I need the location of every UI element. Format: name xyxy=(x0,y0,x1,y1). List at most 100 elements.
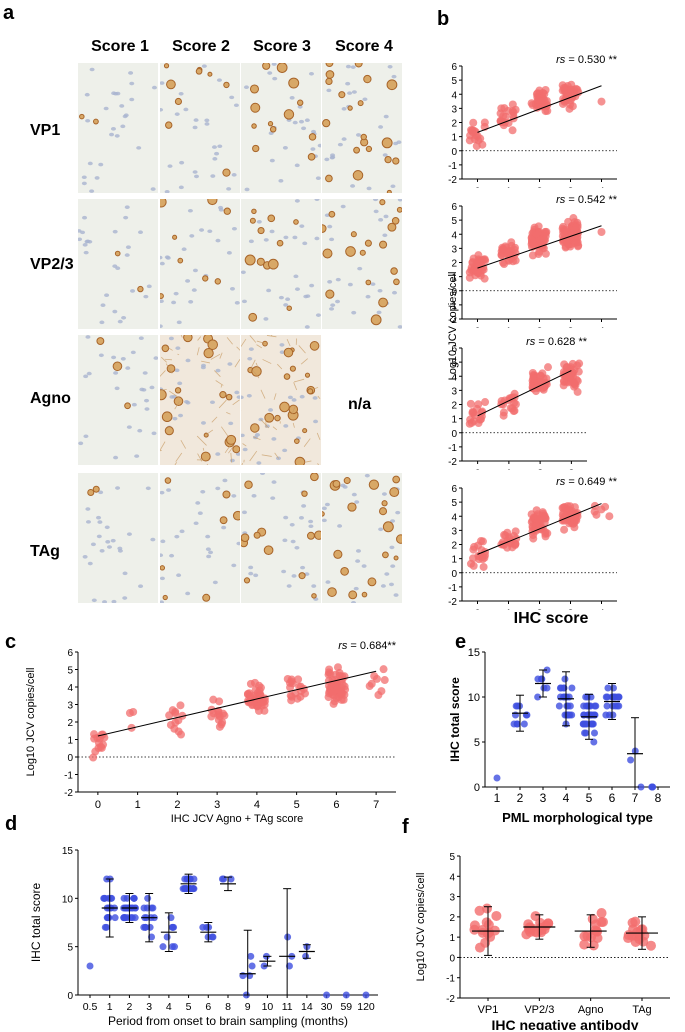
y-tick-label: 3 xyxy=(451,526,457,537)
histology-image xyxy=(322,199,402,329)
histology-tile xyxy=(322,63,402,193)
x-tick-label: 8 xyxy=(655,791,662,805)
data-point xyxy=(247,952,255,960)
data-point xyxy=(573,387,582,396)
data-point xyxy=(111,914,119,922)
histology-tile xyxy=(78,63,158,193)
data-point xyxy=(541,529,550,538)
c-ylabel: Log10 JCV copies/cell xyxy=(25,668,37,777)
y-tick-label: 5 xyxy=(451,76,457,87)
data-point xyxy=(615,702,623,710)
row-agno: Agno xyxy=(30,390,71,407)
data-point xyxy=(541,227,550,236)
na-label: n/a xyxy=(348,396,372,413)
data-point xyxy=(480,118,489,127)
data-point xyxy=(469,408,478,417)
data-point xyxy=(561,693,569,701)
data-point xyxy=(560,97,569,106)
x-tick-label: 0 xyxy=(95,799,101,811)
x-tick-label: 1 xyxy=(135,799,141,811)
data-point xyxy=(592,510,601,519)
histology-image xyxy=(79,67,157,193)
histology-tile xyxy=(160,335,240,465)
data-point xyxy=(149,904,157,912)
data-point xyxy=(603,702,611,710)
data-point xyxy=(179,885,187,893)
y-tick-label: 5 xyxy=(474,737,480,749)
x-tick-label: 5 xyxy=(586,791,593,805)
row-tag: TAg xyxy=(30,543,60,560)
histology-image xyxy=(241,335,321,465)
y-tick-label: 1 xyxy=(451,273,457,284)
x-tick-label: 4 xyxy=(598,186,604,188)
rs-label: rs = 0.649 ** xyxy=(556,476,618,488)
x-tick-label: 59 xyxy=(340,1001,352,1013)
data-point xyxy=(333,663,342,672)
data-point xyxy=(529,534,538,543)
data-point xyxy=(476,269,485,278)
data-point xyxy=(590,738,598,746)
y-tick-label: 1 xyxy=(451,555,457,566)
x-tick-label: 8 xyxy=(225,1001,231,1013)
data-point xyxy=(256,683,265,692)
data-point xyxy=(480,937,491,948)
data-point xyxy=(511,711,519,719)
data-point xyxy=(362,991,370,999)
histology-image xyxy=(322,63,402,193)
data-point xyxy=(592,702,600,710)
data-point xyxy=(250,678,259,687)
histology-image xyxy=(243,63,321,192)
data-point xyxy=(227,875,235,883)
data-point xyxy=(497,104,506,113)
panel-label-c: c xyxy=(5,631,17,653)
data-point xyxy=(159,943,167,951)
y-tick-label: 10 xyxy=(468,692,480,704)
x-tick-label: 1 xyxy=(505,186,511,188)
y-tick-label: 10 xyxy=(62,894,74,905)
data-point xyxy=(534,378,543,387)
x-axis-label: Period from onset to brain sampling (mon… xyxy=(108,1014,348,1028)
data-point xyxy=(491,910,502,921)
data-point xyxy=(567,232,576,241)
data-point xyxy=(597,97,606,106)
x-tick-label: 0 xyxy=(474,608,480,610)
regression-line xyxy=(477,225,602,269)
x-tick-label: 5 xyxy=(186,1001,192,1013)
data-point xyxy=(566,363,575,372)
data-point xyxy=(511,541,520,550)
y-tick-label: 6 xyxy=(451,62,457,73)
data-point xyxy=(614,693,622,701)
x-tick-label: 3 xyxy=(568,468,574,470)
data-point xyxy=(91,747,100,756)
data-point xyxy=(465,136,474,145)
y-tick-label: 6 xyxy=(451,202,457,213)
data-point xyxy=(568,684,576,692)
data-point xyxy=(573,229,582,238)
x-tick-label: 0 xyxy=(475,468,481,470)
y-tick-label: 0 xyxy=(451,147,457,158)
y-tick-label: 2 xyxy=(449,913,455,924)
x-tick-label: VP1 xyxy=(478,1004,499,1016)
x-tick-label: 0.5 xyxy=(83,1001,98,1013)
histology-image xyxy=(78,335,158,460)
y-tick-label: -1 xyxy=(448,161,457,172)
data-point xyxy=(556,684,564,692)
data-point xyxy=(499,411,508,420)
data-point xyxy=(565,711,573,719)
data-point xyxy=(248,962,256,970)
data-point xyxy=(294,675,303,684)
x-axis-label: IHC negative antibody xyxy=(491,1017,638,1030)
data-point xyxy=(505,535,514,544)
col-score-3: Score 3 xyxy=(253,38,311,55)
chart-d: 0 5 10 15 0.5 1 2 3 4 5 6 8 9 10 11 14 30 59 120 Period fro… xyxy=(29,846,378,1028)
data-point xyxy=(597,227,606,236)
data-point xyxy=(535,227,544,236)
data-point xyxy=(534,693,542,701)
data-point xyxy=(379,665,388,674)
x-tick-label: 2 xyxy=(536,608,542,610)
y-tick-label: 1 xyxy=(451,415,457,426)
data-point xyxy=(540,96,549,105)
data-point xyxy=(171,943,179,951)
data-point xyxy=(596,908,607,919)
chart-b4: -2 -1 0 1 2 3 4 5 6 0 1 2 3 4 rs = 0.649 ** xyxy=(448,476,618,610)
